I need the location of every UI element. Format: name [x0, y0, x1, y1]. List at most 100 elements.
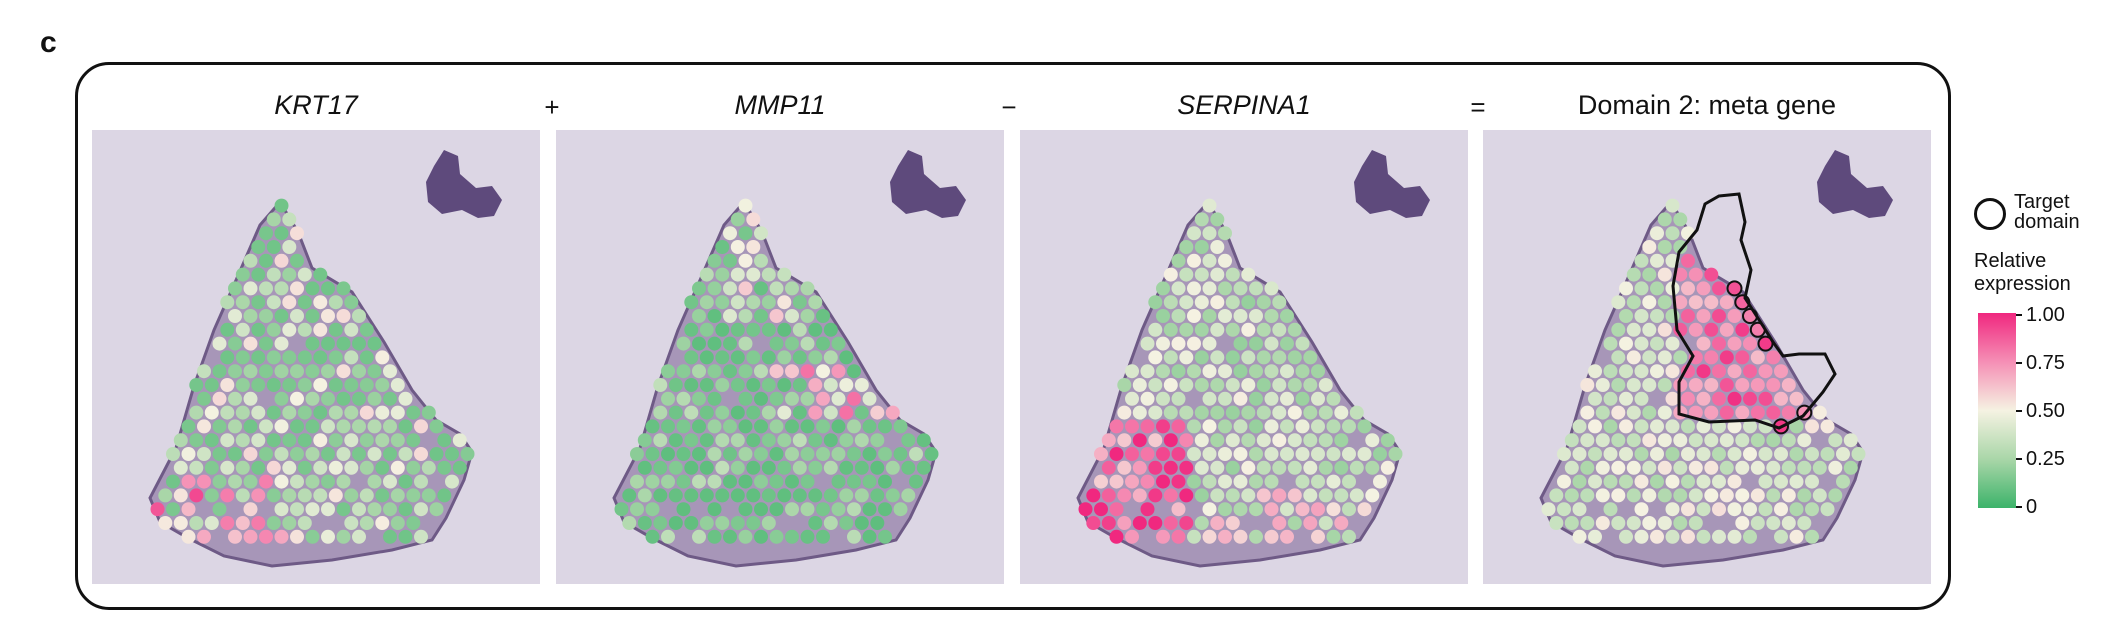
expression-spot: [1719, 405, 1734, 420]
expression-spot: [235, 488, 250, 503]
expression-spot: [645, 474, 660, 489]
expression-spot: [1148, 295, 1163, 310]
expression-spot: [1287, 350, 1302, 365]
expression-spot: [831, 364, 846, 379]
expression-spot: [645, 529, 660, 544]
expression-spot: [816, 309, 830, 323]
expression-spot: [1726, 280, 1743, 297]
expression-spot: [816, 336, 830, 351]
expression-spot: [352, 419, 366, 434]
expression-spot: [228, 391, 242, 406]
expression-spot: [1642, 240, 1657, 254]
expression-spot: [878, 447, 892, 461]
expression-spot: [1626, 295, 1641, 310]
expression-spot: [328, 295, 343, 310]
expression-spot: [746, 267, 761, 282]
expression-spot: [761, 516, 776, 530]
expression-spot: [1781, 433, 1796, 448]
expression-spot: [723, 447, 737, 461]
expression-spot: [1156, 391, 1170, 406]
expression-spot: [699, 295, 714, 310]
expression-spot: [1249, 502, 1263, 517]
expression-spot: [754, 447, 768, 461]
expression-spot: [1549, 516, 1564, 530]
expression-spot: [297, 405, 312, 420]
expression-spot: [1735, 433, 1750, 448]
expression-spot: [1140, 502, 1155, 517]
expression-spot: [1140, 419, 1155, 434]
expression-spot: [197, 391, 211, 406]
expression-spot: [1541, 502, 1556, 517]
expression-spot: [1303, 350, 1318, 365]
expression-spot: [197, 529, 211, 544]
expression-spot: [1373, 447, 1387, 461]
expression-spot: [1619, 281, 1633, 296]
expression-spot: [746, 295, 761, 310]
expression-spot: [1218, 281, 1232, 296]
expression-spot: [1750, 516, 1765, 530]
expression-spot: [352, 364, 366, 379]
expression-spot: [1249, 364, 1263, 379]
panel-title-serpina1: SERPINA1: [1177, 90, 1311, 120]
expression-spot: [383, 529, 397, 544]
expression-spot: [738, 281, 753, 296]
expression-spot: [352, 336, 366, 351]
expression-spot: [274, 391, 289, 406]
expression-spot: [1194, 488, 1209, 503]
expression-spot: [1187, 419, 1201, 434]
expression-spot: [1295, 391, 1310, 406]
legend-target-domain-label: Target domain: [2014, 191, 2080, 233]
expression-spot: [862, 447, 877, 461]
expression-spot: [800, 447, 815, 461]
expression-spot: [181, 502, 196, 517]
expression-spot: [282, 295, 297, 310]
expression-spot: [738, 529, 753, 544]
expression-spot: [1202, 447, 1217, 461]
expression-spot: [305, 364, 320, 379]
expression-spot: [1766, 460, 1781, 475]
expression-spot: [251, 433, 266, 448]
expression-spot: [1743, 391, 1757, 406]
expression-spot: [1218, 364, 1232, 379]
expression-spot: [1249, 309, 1263, 323]
expression-spot: [1117, 405, 1132, 420]
expression-spot: [344, 378, 359, 392]
target-domain-ring-icon: [1974, 198, 2006, 230]
expression-spot: [738, 447, 753, 461]
colorbar-label: 0.25: [2026, 448, 2065, 470]
expression-spot: [1163, 516, 1178, 530]
expression-spot: [235, 295, 250, 310]
expression-spot: [1642, 433, 1657, 448]
expression-spot: [1634, 364, 1649, 379]
expression-spot: [1727, 447, 1742, 461]
expression-spot: [297, 516, 312, 530]
expression-spot: [259, 474, 273, 489]
expression-spot: [1665, 198, 1680, 213]
expression-spot: [1225, 295, 1240, 310]
expression-spot: [839, 350, 854, 365]
expression-spot: [1626, 433, 1641, 448]
expression-spot: [1241, 322, 1256, 337]
expression-spot: [1758, 502, 1773, 517]
expression-spot: [1256, 460, 1271, 475]
expression-spot: [1287, 460, 1302, 475]
expression-spot: [800, 419, 815, 434]
expression-spot: [220, 295, 235, 310]
expression-spot: [738, 419, 753, 434]
expression-spot: [754, 419, 768, 434]
expression-spot: [707, 364, 722, 379]
expression-spot: [290, 447, 304, 461]
expression-spot: [723, 419, 737, 434]
expression-spot: [699, 267, 714, 282]
expression-spot: [885, 460, 900, 475]
expression-spot: [1388, 447, 1403, 461]
expression-spot: [1241, 405, 1256, 420]
expression-spot: [785, 502, 799, 517]
expression-spot: [1673, 240, 1688, 254]
expression-spot: [406, 405, 421, 420]
expression-spot: [1334, 516, 1349, 530]
expression-spot: [1611, 322, 1626, 337]
expression-spot: [336, 447, 351, 461]
expression-spot: [1619, 391, 1633, 406]
expression-spot: [1218, 502, 1232, 517]
